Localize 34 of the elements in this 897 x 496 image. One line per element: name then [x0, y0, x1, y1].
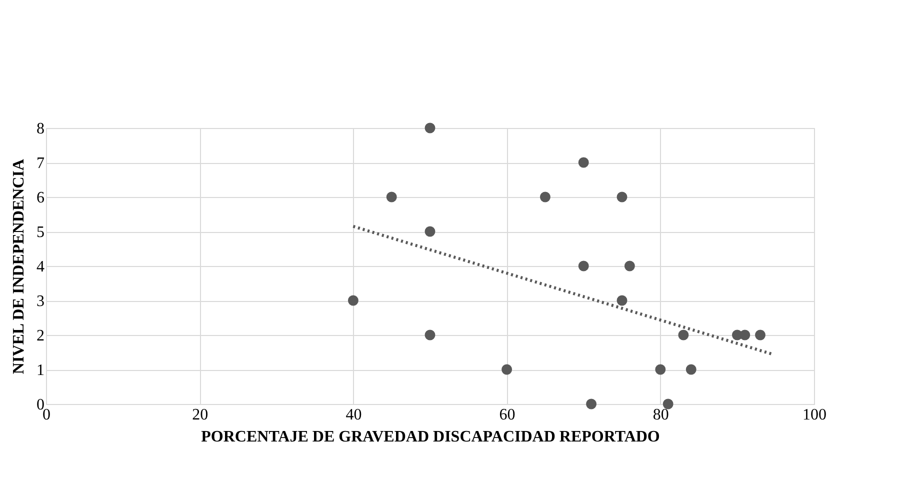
y-tick-label: 7: [36, 155, 44, 172]
x-tick-label: 100: [802, 406, 826, 424]
point: [348, 295, 358, 306]
point: [678, 330, 689, 340]
y-tick-label: 8: [36, 120, 44, 138]
point: [655, 364, 666, 375]
point: [424, 330, 436, 340]
x-tick-label: 80: [652, 406, 669, 424]
point: [740, 330, 750, 340]
point: [424, 122, 436, 134]
point: [578, 157, 589, 168]
point: [662, 398, 674, 410]
y-tick-label: 5: [36, 224, 44, 241]
y-tick-label: 6: [36, 190, 44, 206]
point: [424, 226, 436, 237]
point: [754, 330, 766, 340]
point: [586, 398, 597, 410]
point: [540, 192, 550, 202]
point: [616, 192, 628, 202]
y-tick-label: 1: [36, 362, 44, 379]
point: [578, 260, 589, 272]
point: [616, 295, 628, 306]
y-tick-label: 2: [36, 328, 44, 344]
y-tick-label: 3: [36, 293, 44, 310]
y-axis-title: NIVEL DE INDEPENDENCIA: [10, 158, 28, 374]
x-tick-label: 20: [192, 406, 208, 424]
point: [686, 364, 696, 375]
y-tick-label: 4: [36, 258, 44, 276]
x-tick-label: 40: [346, 406, 362, 424]
x-tick-label: 60: [499, 406, 516, 424]
point: [502, 364, 512, 375]
point: [386, 192, 397, 202]
x-axis-title: PORCENTAJE DE GRAVEDAD DISCAPACIDAD REPORTADO: [201, 428, 660, 446]
point: [624, 260, 635, 272]
